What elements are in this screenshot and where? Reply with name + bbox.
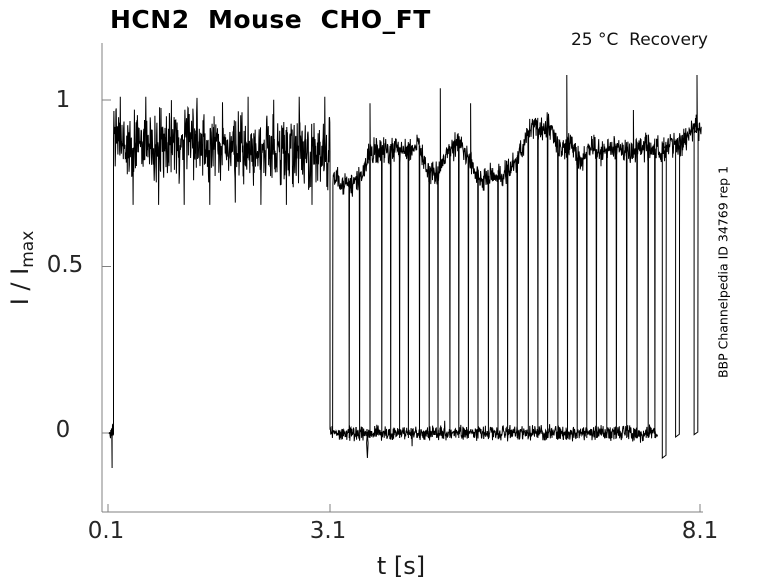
y-axis-label: I / Imax xyxy=(6,231,38,306)
x-tick-label-8p1: 8.1 xyxy=(681,518,719,544)
y-tick-label-1: 1 xyxy=(55,87,71,113)
temperature-protocol-annotation: 25 °C Recovery xyxy=(570,30,708,50)
trace-sweep-2 xyxy=(332,74,702,459)
y-tick-label-0: 0 xyxy=(55,417,71,443)
y-tick-label-0p5: 0.5 xyxy=(46,252,84,278)
x-tick-label-0p1: 0.1 xyxy=(87,518,125,544)
bbp-channelpedia-watermark: BBP Channelpedia ID 34769 rep 1 xyxy=(715,165,731,379)
y-axis-label-main: I / I xyxy=(6,267,34,306)
x-tick-label-3p1: 3.1 xyxy=(309,518,347,544)
x-axis-label: t [s] xyxy=(376,552,426,580)
chart-title: HCN2 Mouse CHO_FT xyxy=(110,5,431,34)
y-axis-label-subscript: max xyxy=(18,230,38,268)
